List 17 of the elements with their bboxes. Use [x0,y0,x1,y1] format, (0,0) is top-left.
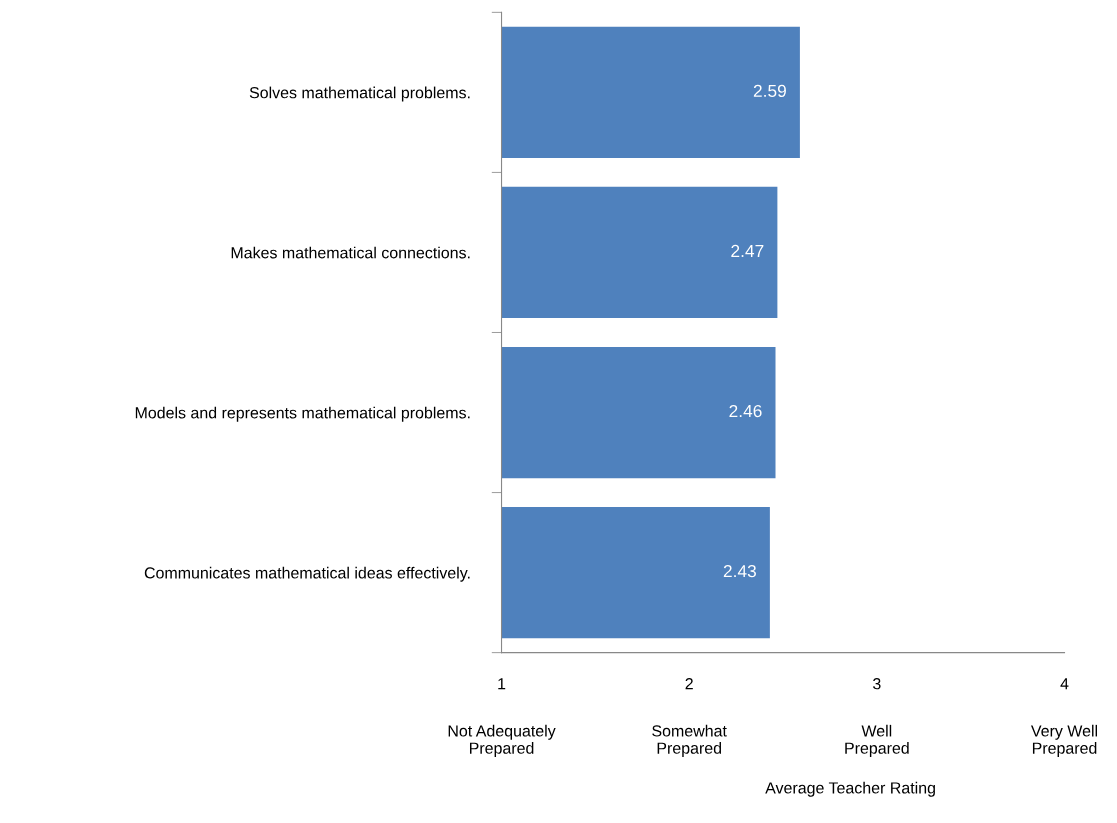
text: Somewhat Prepared [652,724,727,757]
data-label: 2.59 [753,84,786,98]
text: Very Well Prepared [1030,724,1098,757]
x-tick-label: 4 [1060,678,1069,690]
data-label: 2.46 [729,404,762,418]
text: Well Prepared [845,724,909,757]
data-label: 2.43 [723,564,756,578]
text: Not Adequately Prepared [448,724,556,757]
y-tick-label: Models and represents mathematical problems. [135,406,470,422]
y-tick-label: Communicates mathematical ideas effectively. [144,566,470,582]
x-tick-label: 2 [685,678,693,690]
x-tick-label: 3 [873,678,881,690]
text: Average Teacher Rating [765,781,935,797]
y-tick-label: Solves mathematical problems. [249,86,470,102]
y-tick-label: Makes mathematical connections. [231,246,470,259]
x-tick-label: 1 [498,678,506,690]
data-label: 2.47 [731,244,764,257]
